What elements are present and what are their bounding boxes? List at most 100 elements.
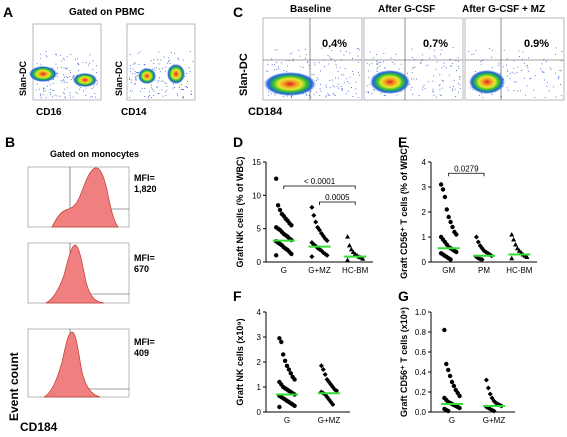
panel-d-point: [317, 227, 322, 233]
panel-b-histogram-2: [27, 242, 130, 304]
panel-g-scatter-chart: 0.0 0.2 0.4 0.6 0.8 1.0 Graft CD56⁺ T cells (x…: [399, 307, 515, 425]
panel-e-category-2: HC-BM: [506, 266, 533, 275]
panel-e-point: [509, 255, 515, 261]
panel-c-ylabel: Slan-DC: [238, 53, 250, 96]
panel-f-point: [281, 352, 286, 357]
panel-a-dotplot-1: [29, 23, 102, 101]
panel-d-point: [274, 176, 279, 181]
panel-b-mfi-label-3: MFI=: [134, 337, 155, 347]
panel-f-ylabel: Graft NK cells (x10⁹): [235, 318, 245, 405]
panel-d-point: [360, 256, 366, 261]
panel-a-dotplot-2: [126, 23, 196, 101]
panel-e-ytick-label-1: 1: [422, 233, 427, 242]
panel-c-pct-1: 0.4%: [322, 38, 347, 50]
panel-d-scatter-chart: 0 5 10 15 Graft NK cells (% of WBC) G G+MZ HC-B…: [235, 156, 373, 275]
panel-f-ytick-label-4: 4: [257, 308, 262, 317]
panel-e-point: [513, 242, 519, 247]
panel-d-point: [277, 207, 283, 213]
panel-g-point: [485, 385, 491, 391]
panel-e-ytick-label-4: 4: [422, 158, 427, 167]
panel-f-ytick-label-3: 3: [257, 333, 262, 342]
panel-e-ytick-label-0: 0: [422, 258, 427, 267]
panel-d-ytick-label-2: 10: [252, 191, 261, 200]
panel-d-point: [324, 252, 330, 258]
panel-f-point: [320, 367, 326, 372]
panel-g-ytick-label-3: 0.6: [415, 348, 427, 357]
panel-f-scatter-chart: 0 1 2 3 4 Graft NK cells (x10⁹) G G+MZ: [235, 308, 350, 425]
panel-b-histogram-1: [27, 166, 130, 228]
panel-e-point: [444, 207, 449, 212]
panel-g-point: [491, 408, 497, 414]
panel-d-point: [345, 257, 351, 262]
panel-f-ytick-label-0: 0: [257, 408, 262, 417]
panel-g-point: [447, 373, 453, 379]
panel-g-point: [444, 361, 449, 367]
panel-d-pvalue-1: 0.0005: [325, 193, 350, 202]
panel-g-point: [457, 393, 462, 399]
panel-f-point: [286, 367, 292, 372]
panel-e-point: [524, 254, 530, 259]
panel-b-mfi-value-3: 409: [134, 348, 149, 358]
panel-d-point: [311, 212, 317, 218]
panel-f-point: [318, 363, 324, 369]
panel-b-mfi-value-1: 1,820: [134, 184, 157, 194]
panel-g-ytick-label-4: 0.8: [415, 328, 427, 337]
panel-g-point: [483, 377, 489, 383]
panel-e-point: [448, 219, 453, 225]
panel-g-point: [442, 327, 447, 333]
panel-g-letter: G: [398, 288, 409, 304]
panel-e-point: [454, 232, 459, 237]
panel-e-category-1: PM: [478, 266, 490, 275]
panel-f-point: [292, 377, 297, 382]
panel-e-point: [475, 239, 481, 245]
panel-d-point: [346, 242, 352, 248]
panel-d-ytick-label-1: 5: [257, 225, 262, 234]
panel-f-point: [330, 402, 336, 407]
panel-f-point: [284, 363, 290, 368]
panel-g-ytick-label-0: 0.0: [415, 408, 427, 417]
panel-f-letter: F: [233, 288, 242, 304]
panel-f-point: [292, 403, 297, 408]
panel-d-point: [274, 253, 279, 258]
panel-e-point: [514, 245, 520, 251]
panel-a-xlabel-1: CD16: [36, 107, 62, 118]
panel-f-point: [288, 371, 293, 376]
panel-c-pct-2: 0.7%: [423, 38, 448, 50]
panel-f-category-1: G+MZ: [318, 416, 341, 425]
panel-f-point: [322, 372, 328, 377]
panel-g-point: [487, 391, 493, 397]
panel-f-point: [279, 339, 284, 345]
panel-d-point: [345, 234, 351, 239]
panel-e-point: [509, 232, 515, 237]
panel-g-ylabel: Graft CD56⁺ T cells (x10⁹): [399, 307, 409, 417]
panel-f-point: [282, 358, 288, 363]
panel-b-xlabel: CD184: [20, 420, 58, 434]
panel-f-point: [334, 388, 340, 394]
panel-g-ytick-label-5: 1.0: [415, 308, 427, 317]
panel-a-ylabel-2: Slan-DC: [114, 60, 124, 96]
panel-c-dotplot-2: [363, 17, 464, 101]
panel-e-point: [446, 214, 451, 220]
panel-e-pvalue-0: 0.0279: [454, 164, 479, 173]
panel-c-title-2: After G-CSF: [378, 4, 435, 15]
panel-d-point: [313, 219, 319, 225]
panel-e-point: [450, 224, 455, 230]
panel-c-letter: C: [233, 4, 243, 20]
panel-d-point: [348, 246, 354, 252]
panel-f-ytick-label-2: 2: [257, 358, 262, 367]
panel-e-point: [448, 257, 453, 262]
panel-g-point: [449, 379, 455, 385]
panel-e-category-0: GM: [442, 266, 455, 275]
panel-e-ylabel: Graft CD56⁺ T cells (% of WBC): [399, 145, 409, 279]
panel-d-ytick-label-3: 15: [252, 158, 261, 167]
panel-b-histogram-3: [27, 328, 130, 398]
panel-d-pvalue-0: < 0.0001: [304, 177, 336, 186]
panel-g-ytick-label-1: 0.2: [415, 388, 427, 397]
panel-d-point: [309, 204, 315, 210]
panel-d-point: [289, 223, 294, 228]
panel-d-category-2: HC-BM: [342, 266, 369, 275]
panel-d-ytick-label-0: 0: [257, 258, 262, 267]
panel-e-letter: E: [398, 134, 407, 150]
panel-d-ylabel: Graft NK cells (% of WBC): [235, 156, 245, 267]
